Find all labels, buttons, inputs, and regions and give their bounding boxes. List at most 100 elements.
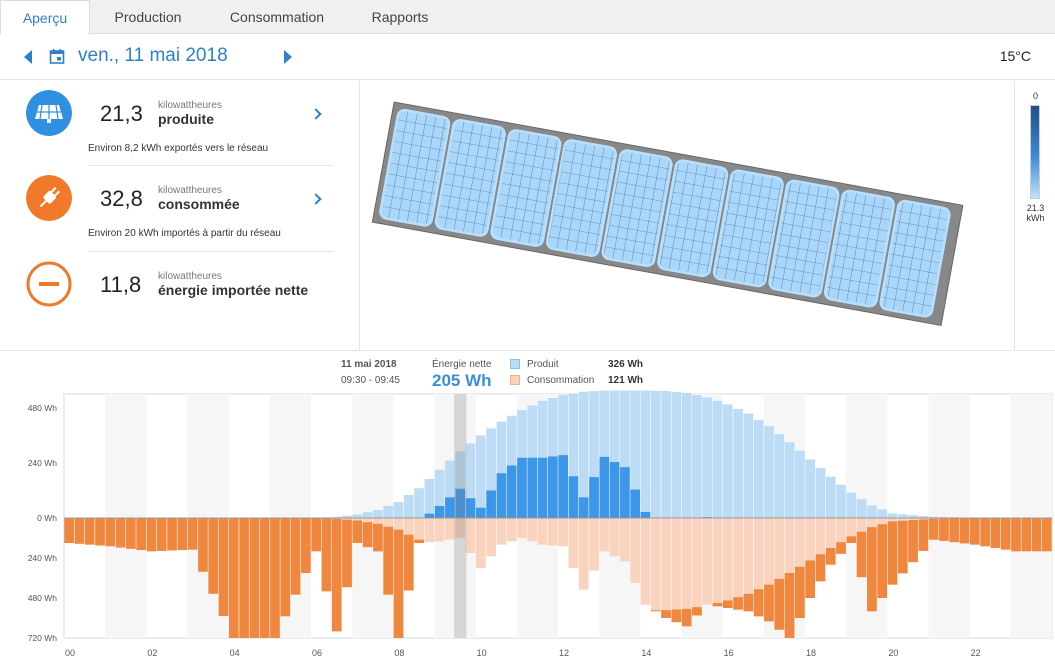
import-bar[interactable] — [846, 536, 857, 543]
import-bar[interactable] — [877, 524, 888, 598]
consumption-bar[interactable] — [825, 518, 836, 565]
production-bar[interactable] — [753, 419, 764, 518]
import-bar[interactable] — [928, 518, 939, 540]
export-bar[interactable] — [537, 457, 548, 518]
consumption-bar[interactable] — [609, 518, 620, 557]
import-bar[interactable] — [187, 518, 198, 550]
production-bar[interactable] — [568, 393, 579, 518]
consumption-bar[interactable] — [722, 518, 733, 608]
consumption-bar[interactable] — [702, 518, 713, 605]
import-bar[interactable] — [1011, 518, 1021, 552]
production-bar[interactable] — [578, 391, 589, 518]
production-bar[interactable] — [620, 390, 630, 518]
production-bar[interactable] — [393, 501, 404, 518]
production-bar[interactable] — [887, 513, 898, 518]
import-bar[interactable] — [1000, 518, 1011, 550]
production-bar[interactable] — [352, 514, 363, 518]
export-bar[interactable] — [620, 467, 630, 518]
consumption-bar[interactable] — [414, 518, 424, 543]
production-bar[interactable] — [897, 514, 908, 518]
import-bar[interactable] — [373, 523, 383, 552]
export-bar[interactable] — [548, 456, 558, 518]
consumption-bar[interactable] — [661, 518, 671, 618]
export-bar[interactable] — [434, 505, 445, 518]
import-bar[interactable] — [383, 526, 394, 595]
production-bar[interactable] — [383, 505, 394, 518]
consumption-bar[interactable] — [506, 518, 517, 542]
import-bar[interactable] — [311, 518, 321, 552]
production-bar[interactable] — [496, 421, 507, 518]
consumption-bar[interactable] — [805, 518, 815, 598]
import-bar[interactable] — [208, 518, 219, 594]
energy-bar-chart[interactable]: 480 Wh 240 Wh 0 Wh 240 Wh 480 Wh 720 Wh 00 02 04… — [0, 352, 1055, 667]
import-bar[interactable] — [733, 597, 743, 610]
import-bar[interactable] — [764, 584, 774, 622]
import-bar[interactable] — [980, 518, 990, 547]
export-bar[interactable] — [578, 497, 589, 518]
production-bar[interactable] — [362, 512, 373, 518]
production-bar[interactable] — [445, 460, 455, 518]
consumption-bar[interactable] — [537, 518, 548, 545]
import-bar[interactable] — [918, 519, 929, 551]
solar-panel[interactable] — [879, 199, 951, 318]
production-bar[interactable] — [373, 509, 383, 518]
production-bar[interactable] — [774, 434, 785, 518]
consumption-bar[interactable] — [589, 518, 599, 571]
consumption-bar[interactable] — [836, 518, 846, 554]
consumption-bar[interactable] — [434, 518, 445, 542]
import-bar[interactable] — [897, 520, 908, 574]
production-bar[interactable] — [599, 390, 610, 518]
solar-panel[interactable] — [490, 129, 562, 247]
consumption-bar[interactable] — [733, 518, 743, 610]
import-bar[interactable] — [856, 531, 867, 578]
import-bar[interactable] — [177, 518, 188, 551]
import-bar[interactable] — [867, 527, 877, 612]
production-bar[interactable] — [681, 392, 692, 518]
consumed-stat[interactable]: 32,8 kilowattheures consommée Environ 20… — [0, 167, 360, 253]
production-bar[interactable] — [867, 505, 877, 518]
solar-panel[interactable] — [434, 118, 506, 237]
import-bar[interactable] — [825, 548, 836, 565]
export-bar[interactable] — [609, 462, 620, 518]
import-bar[interactable] — [74, 518, 85, 544]
import-bar[interactable] — [249, 518, 260, 638]
export-bar[interactable] — [445, 497, 455, 518]
consumption-bar[interactable] — [650, 518, 661, 612]
import-bar[interactable] — [342, 519, 352, 588]
export-bar[interactable] — [486, 490, 496, 518]
consumption-bar[interactable] — [465, 518, 476, 553]
consumption-bar[interactable] — [517, 518, 527, 538]
production-bar[interactable] — [414, 488, 424, 518]
production-bar[interactable] — [640, 390, 651, 518]
consumption-bar[interactable] — [568, 518, 579, 568]
production-bar[interactable] — [805, 459, 815, 518]
production-bar[interactable] — [475, 435, 486, 518]
produced-chevron-icon[interactable] — [310, 108, 322, 120]
solar-panel[interactable] — [768, 179, 840, 298]
tab-production[interactable]: Production — [114, 9, 182, 25]
consumption-bar[interactable] — [620, 518, 630, 562]
export-bar[interactable] — [599, 456, 610, 518]
produced-stat[interactable]: 21,3 kilowattheures produite Environ 8,2… — [0, 81, 360, 167]
import-bar[interactable] — [1042, 518, 1052, 552]
production-bar[interactable] — [630, 390, 641, 518]
import-bar[interactable] — [743, 593, 754, 612]
import-bar[interactable] — [64, 518, 74, 543]
consumption-bar[interactable] — [774, 518, 785, 630]
production-bar[interactable] — [846, 492, 857, 518]
consumption-bar[interactable] — [527, 518, 538, 542]
production-bar[interactable] — [702, 397, 713, 518]
consumption-bar[interactable] — [712, 518, 723, 607]
import-bar[interactable] — [146, 518, 157, 552]
production-bar[interactable] — [918, 515, 929, 518]
tab-consommation[interactable]: Consommation — [229, 9, 325, 25]
import-bar[interactable] — [280, 518, 291, 617]
production-bar[interactable] — [928, 516, 939, 518]
production-bar[interactable] — [722, 404, 733, 518]
export-bar[interactable] — [630, 489, 641, 518]
solar-panel[interactable] — [712, 169, 784, 288]
consumption-bar[interactable] — [815, 518, 826, 582]
production-bar[interactable] — [331, 516, 342, 518]
production-bar[interactable] — [743, 413, 754, 518]
import-bar[interactable] — [84, 518, 95, 545]
